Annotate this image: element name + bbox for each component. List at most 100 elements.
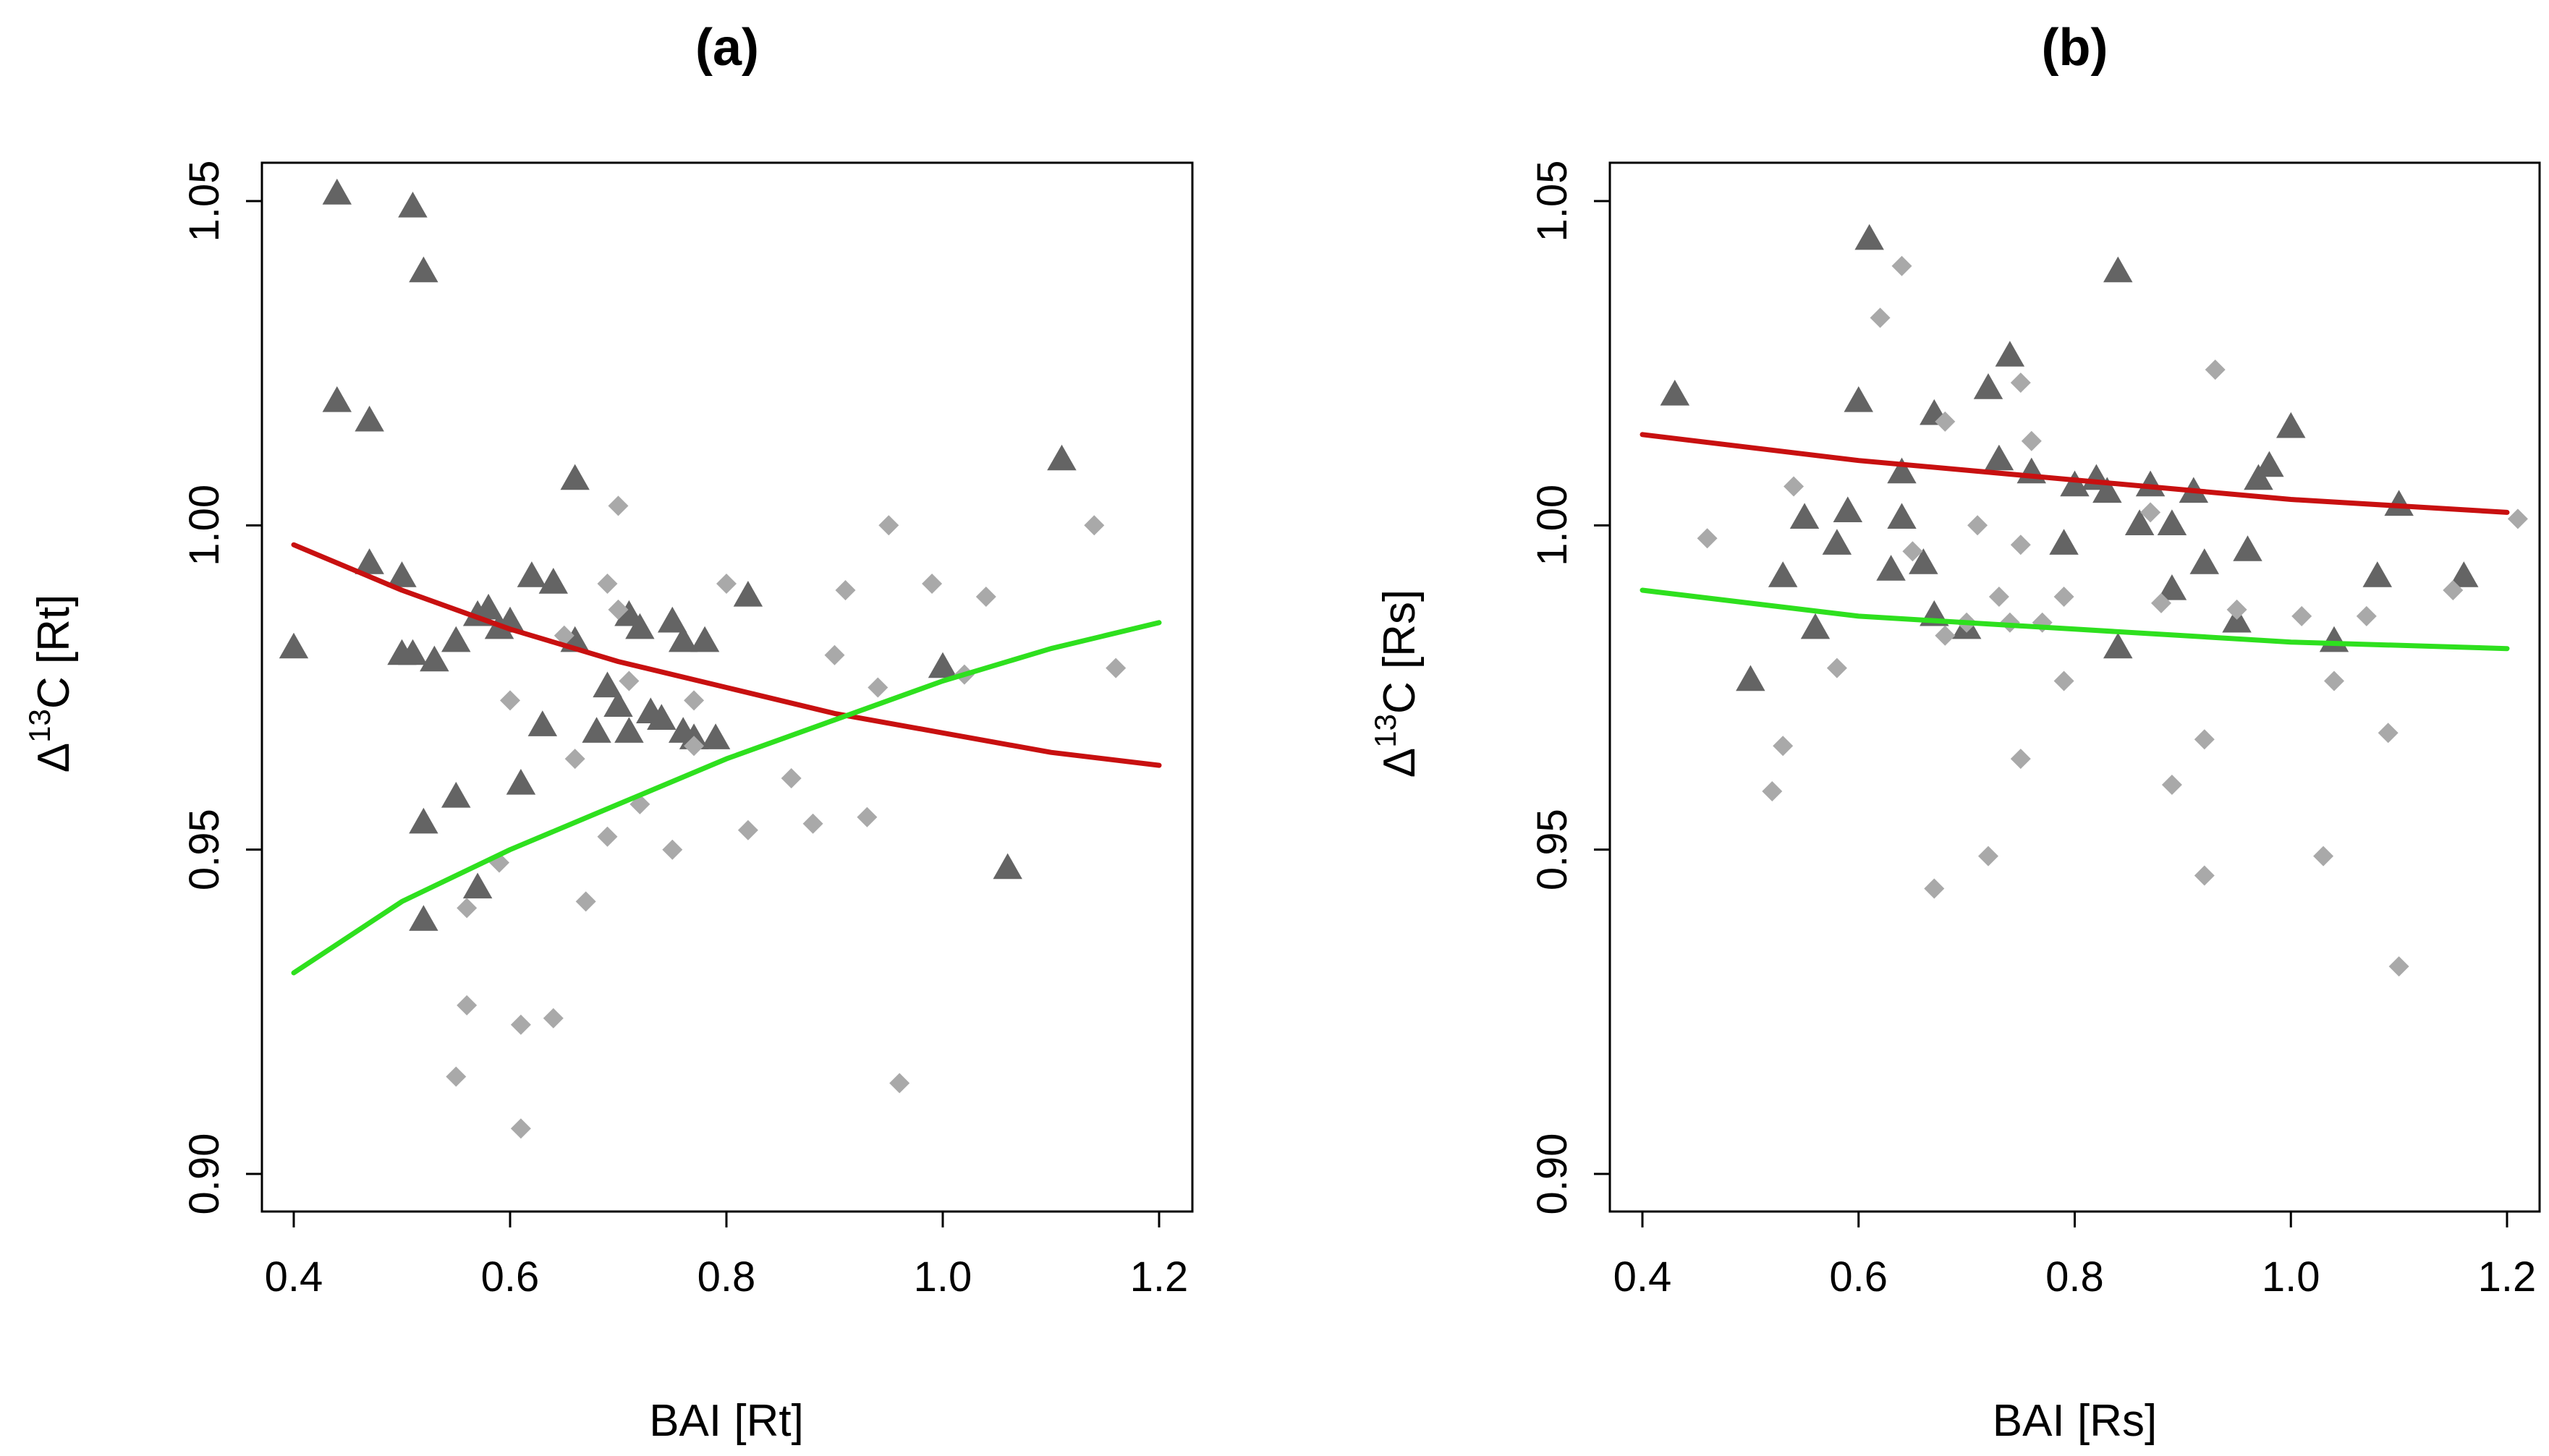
diamond-point: [2378, 723, 2399, 744]
triangle-point: [2092, 477, 2122, 503]
y-tick-label: 0.95: [181, 809, 228, 890]
triangle-point: [2049, 529, 2079, 555]
diamond-point: [662, 839, 683, 860]
diamond-point: [575, 891, 596, 912]
triangle-point: [2362, 561, 2392, 587]
diamond-point: [878, 515, 899, 536]
triangle-point: [593, 671, 622, 698]
y-tick-label: 1.00: [1529, 485, 1576, 566]
triangle-point: [700, 723, 731, 749]
diamond-point: [1988, 587, 2009, 607]
triangle-point: [2157, 509, 2187, 535]
x-axis-label-a: BAI [Rt]: [649, 1396, 804, 1446]
triangle-point: [2244, 464, 2273, 490]
diamond-point: [554, 625, 574, 646]
diamond-point: [889, 1073, 910, 1094]
diamond-point: [1784, 476, 1804, 497]
diamond-point: [2291, 605, 2312, 626]
y-label-superscript: 13: [22, 709, 56, 743]
diamond-point: [2324, 670, 2344, 691]
triangle-point: [441, 626, 471, 652]
y-tick-label: 1.05: [181, 161, 228, 242]
x-tick-label: 1.2: [1130, 1253, 1189, 1300]
triangle-point: [409, 256, 438, 283]
y-axis-label-b: Δ13C [Rs]: [1368, 589, 1425, 778]
diamond-point: [2010, 535, 2031, 555]
triangle-point: [2189, 548, 2219, 574]
triangle-point: [322, 179, 352, 205]
triangle-point: [1995, 341, 2025, 367]
y-tick-label: 0.90: [1529, 1133, 1576, 1215]
diamond-point: [2161, 775, 2182, 795]
diamond-point: [457, 995, 478, 1016]
diamond-point: [2388, 956, 2409, 977]
x-tick-label: 0.6: [481, 1253, 540, 1300]
red-curve-b: [1640, 432, 2510, 515]
diamond-point: [2194, 865, 2215, 886]
diamond-point: [608, 599, 629, 620]
diamond-point: [781, 768, 802, 788]
diamond-point: [2010, 749, 2031, 770]
diamond-point: [2507, 508, 2528, 529]
diamond-point: [716, 574, 737, 594]
triangle-point: [2103, 256, 2133, 283]
triangle-point: [1047, 444, 1077, 471]
triangle-point: [647, 704, 677, 730]
triangle-point: [409, 807, 438, 834]
diamond-point: [1773, 736, 1794, 757]
triangle-point: [1984, 444, 2014, 471]
triangle-point: [928, 652, 958, 678]
diamond-point: [835, 580, 856, 600]
triangle-point: [2124, 509, 2155, 535]
triangle-point: [2103, 632, 2133, 659]
triangle-point: [1789, 503, 1820, 529]
diamond-point: [1697, 528, 1718, 549]
diamond-point: [922, 574, 943, 594]
x-axis-label-b: BAI [Rs]: [1993, 1396, 2157, 1446]
triangle-point: [1833, 496, 1863, 522]
x-tick-label: 0.4: [1613, 1253, 1672, 1300]
diamond-point: [1924, 878, 1945, 899]
triangle-point: [2060, 470, 2090, 497]
triangle-point: [1876, 555, 1906, 581]
triangle-point: [279, 632, 309, 659]
diamond-point: [2226, 599, 2247, 620]
triangle-point: [1887, 503, 1917, 529]
y-tick-label: 1.05: [1529, 161, 1576, 242]
triangle-point: [690, 626, 720, 652]
diamond-point: [2053, 587, 2074, 607]
diamond-point: [1891, 255, 1912, 276]
diamond-point: [868, 677, 888, 698]
diamond-point: [2021, 430, 2042, 451]
diamond-point: [857, 806, 878, 827]
y-tick-label: 0.95: [1529, 809, 1576, 890]
triangle-point: [1909, 548, 1938, 574]
x-tick-label: 0.4: [265, 1253, 323, 1300]
triangle-point: [506, 769, 536, 795]
triangle-point: [322, 386, 352, 412]
panel-a: (a) 0.4 0.6 0.8 1.0 1.2 0.90 0.95 1.00 1.05 BAI [R…: [22, 19, 1194, 1446]
x-tick-label: 1.0: [2262, 1253, 2320, 1300]
x-tick-label: 0.6: [1829, 1253, 1888, 1300]
chart-title-b: (b): [2042, 19, 2108, 77]
diamond-point: [1084, 515, 1105, 536]
triangle-point: [1736, 665, 1765, 691]
triangle-point: [473, 593, 504, 620]
triangle-point: [2276, 412, 2306, 438]
triangle-point: [2233, 535, 2262, 561]
triangle-point: [993, 853, 1022, 880]
diamond-point: [2313, 846, 2334, 867]
diamond-point: [619, 670, 640, 691]
triangle-point: [517, 561, 547, 587]
diamond-point: [564, 749, 585, 770]
triangle-point: [2449, 561, 2479, 587]
x-tick-label: 1.0: [914, 1253, 972, 1300]
y-tick-label: 1.00: [181, 485, 228, 566]
triangle-point: [1660, 380, 1690, 406]
diamond-point: [597, 574, 618, 594]
diamond-point: [1967, 515, 1988, 536]
y-axis-label-a: Δ13C [Rt]: [22, 595, 79, 773]
diamond-point: [1826, 657, 1847, 678]
x-tick-label: 0.8: [2045, 1253, 2104, 1300]
diamond-point: [457, 898, 478, 919]
